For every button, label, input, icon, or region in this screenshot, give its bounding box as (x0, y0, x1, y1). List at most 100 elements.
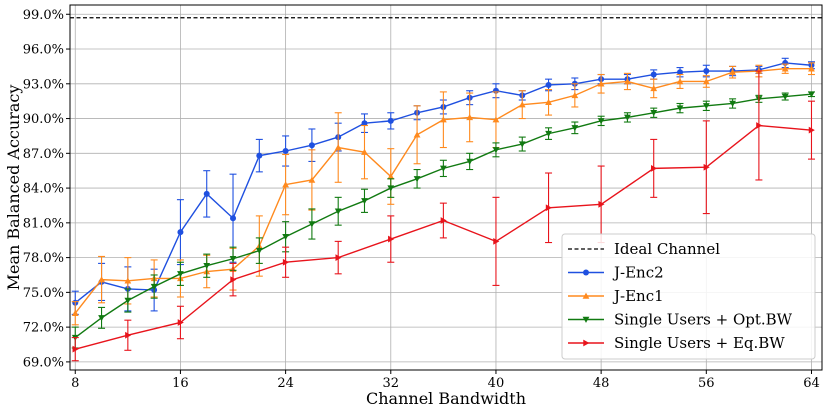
data-point (676, 78, 684, 85)
legend-label: J-Enc1 (612, 287, 664, 305)
data-point (282, 148, 289, 154)
data-point (387, 173, 395, 180)
y-tick-label: 90.0% (23, 112, 64, 127)
data-point (571, 125, 579, 132)
data-point (124, 277, 132, 284)
data-point (651, 164, 658, 172)
data-point (98, 276, 105, 283)
data-point (98, 315, 105, 322)
data-point (177, 229, 184, 236)
data-point (466, 158, 474, 165)
data-point (624, 114, 631, 121)
data-point (282, 258, 290, 266)
legend-marker (583, 269, 589, 276)
x-tick-label: 56 (698, 376, 715, 391)
data-point (387, 117, 394, 124)
y-tick-label: 78.0% (23, 251, 64, 266)
data-point (597, 118, 605, 125)
data-point (72, 345, 79, 353)
series-layer (71, 57, 815, 362)
y-tick-label: 84.0% (23, 182, 64, 197)
data-point (71, 309, 79, 316)
data-point (650, 85, 658, 92)
data-point (545, 81, 552, 88)
y-tick-label: 72.0% (23, 321, 64, 336)
data-point (125, 331, 132, 339)
data-point (597, 80, 605, 87)
data-point (230, 276, 237, 284)
ticks: 8 16 24 32 40 48 56 64 69.0% 72.0% 75.0% 78.0% 81.0%… (23, 8, 820, 391)
y-tick-label: 96.0% (23, 43, 64, 58)
grid (70, 5, 822, 370)
legend-label: J-Enc2 (612, 264, 664, 282)
y-tick-label: 99.0% (23, 8, 64, 23)
data-point (518, 101, 526, 108)
data-point (808, 91, 815, 98)
data-point (388, 235, 395, 243)
data-point (334, 144, 342, 151)
data-point (361, 120, 368, 127)
data-point (676, 105, 684, 112)
data-point (466, 113, 474, 121)
legend-label: Single Users + Eq.BW (614, 334, 785, 352)
data-point (650, 71, 657, 78)
data-point (413, 176, 421, 183)
data-point (203, 190, 210, 197)
data-point (756, 122, 763, 129)
data-point (624, 78, 631, 85)
x-axis-label: Channel Bandwidth (366, 389, 526, 408)
series-4 (71, 70, 815, 362)
data-point (571, 91, 579, 99)
x-tick-label: 8 (71, 376, 79, 391)
data-point (703, 68, 710, 75)
data-point (413, 131, 421, 138)
x-tick-label: 64 (803, 376, 820, 391)
data-point (361, 148, 368, 155)
legend-label: Single Users + Opt.BW (614, 311, 793, 329)
data-point (545, 98, 552, 106)
x-tick-label: 40 (488, 376, 505, 391)
data-point (598, 200, 605, 208)
y-tick-label: 69.0% (23, 355, 64, 370)
data-point (729, 100, 737, 107)
x-tick-label: 48 (593, 376, 610, 391)
data-point (492, 116, 500, 123)
x-tick-label: 32 (383, 376, 400, 391)
data-point (781, 65, 789, 72)
x-tick-label: 24 (277, 376, 294, 391)
legend-label: Ideal Channel (614, 240, 720, 258)
data-point (545, 130, 552, 138)
data-point (229, 256, 237, 263)
data-point (518, 141, 526, 148)
data-point (703, 163, 710, 171)
data-point (335, 254, 342, 262)
legend-marker (582, 292, 590, 299)
legend: Ideal Channel J-Enc2 J-Enc1 Single Users + … (561, 233, 816, 360)
data-point (308, 142, 315, 149)
data-point (781, 93, 789, 100)
y-tick-label: 81.0% (23, 216, 64, 231)
data-point (492, 147, 500, 154)
data-point (308, 176, 316, 183)
data-point (177, 319, 184, 326)
data-point (808, 126, 815, 134)
data-point (308, 221, 316, 228)
data-point (177, 271, 184, 278)
data-point (203, 262, 211, 270)
legend-box (561, 233, 816, 360)
data-point (387, 185, 395, 192)
legend-marker (583, 339, 590, 347)
y-tick-label: 87.0% (23, 147, 64, 162)
plot-frame (69, 4, 823, 371)
data-point (150, 283, 158, 290)
data-point (282, 234, 290, 241)
x-tick-label: 16 (172, 376, 189, 391)
data-point (439, 116, 447, 123)
y-axis-label: Mean Balanced Accuracy (4, 85, 23, 291)
data-point (255, 247, 263, 255)
y-tick-label: 93.0% (23, 77, 64, 92)
data-point (702, 103, 710, 110)
data-point (702, 78, 710, 85)
data-point (677, 69, 684, 76)
